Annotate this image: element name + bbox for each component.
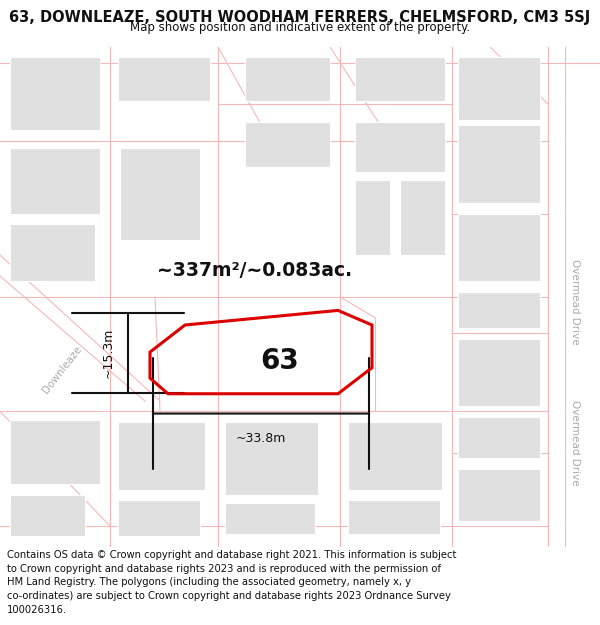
Polygon shape bbox=[348, 500, 440, 534]
Polygon shape bbox=[458, 292, 540, 328]
Polygon shape bbox=[355, 122, 445, 172]
Polygon shape bbox=[225, 503, 315, 534]
Text: ~15.3m: ~15.3m bbox=[101, 328, 115, 378]
Polygon shape bbox=[458, 58, 540, 120]
Text: Downleaze: Downleaze bbox=[40, 344, 83, 396]
Polygon shape bbox=[10, 420, 100, 484]
Polygon shape bbox=[400, 180, 445, 255]
Text: ~33.8m: ~33.8m bbox=[236, 432, 286, 445]
Text: ~337m²/~0.083ac.: ~337m²/~0.083ac. bbox=[157, 261, 353, 281]
Polygon shape bbox=[10, 224, 95, 281]
Polygon shape bbox=[355, 58, 445, 101]
Polygon shape bbox=[10, 58, 100, 130]
Text: 63, DOWNLEAZE, SOUTH WOODHAM FERRERS, CHELMSFORD, CM3 5SJ: 63, DOWNLEAZE, SOUTH WOODHAM FERRERS, CH… bbox=[10, 10, 590, 25]
Polygon shape bbox=[355, 180, 390, 255]
Polygon shape bbox=[120, 148, 200, 239]
Text: Map shows position and indicative extent of the property.: Map shows position and indicative extent… bbox=[130, 21, 470, 34]
Polygon shape bbox=[348, 422, 442, 489]
Polygon shape bbox=[458, 214, 540, 281]
Text: Overmead Drive: Overmead Drive bbox=[570, 259, 580, 345]
Polygon shape bbox=[458, 125, 540, 203]
Polygon shape bbox=[458, 417, 540, 458]
Text: co-ordinates) are subject to Crown copyright and database rights 2023 Ordnance S: co-ordinates) are subject to Crown copyr… bbox=[7, 591, 451, 601]
Polygon shape bbox=[245, 58, 330, 101]
Polygon shape bbox=[10, 148, 100, 214]
Polygon shape bbox=[245, 122, 330, 167]
Text: HM Land Registry. The polygons (including the associated geometry, namely x, y: HM Land Registry. The polygons (includin… bbox=[7, 578, 411, 587]
Polygon shape bbox=[225, 422, 318, 495]
Polygon shape bbox=[118, 500, 200, 536]
Polygon shape bbox=[118, 58, 210, 101]
Text: 63: 63 bbox=[260, 347, 299, 375]
Polygon shape bbox=[10, 495, 85, 536]
Polygon shape bbox=[458, 339, 540, 406]
Text: Contains OS data © Crown copyright and database right 2021. This information is : Contains OS data © Crown copyright and d… bbox=[7, 550, 457, 560]
Text: Overmead Drive: Overmead Drive bbox=[570, 400, 580, 486]
Text: to Crown copyright and database rights 2023 and is reproduced with the permissio: to Crown copyright and database rights 2… bbox=[7, 564, 441, 574]
Text: 100026316.: 100026316. bbox=[7, 605, 67, 615]
Polygon shape bbox=[458, 469, 540, 521]
Polygon shape bbox=[118, 422, 205, 489]
